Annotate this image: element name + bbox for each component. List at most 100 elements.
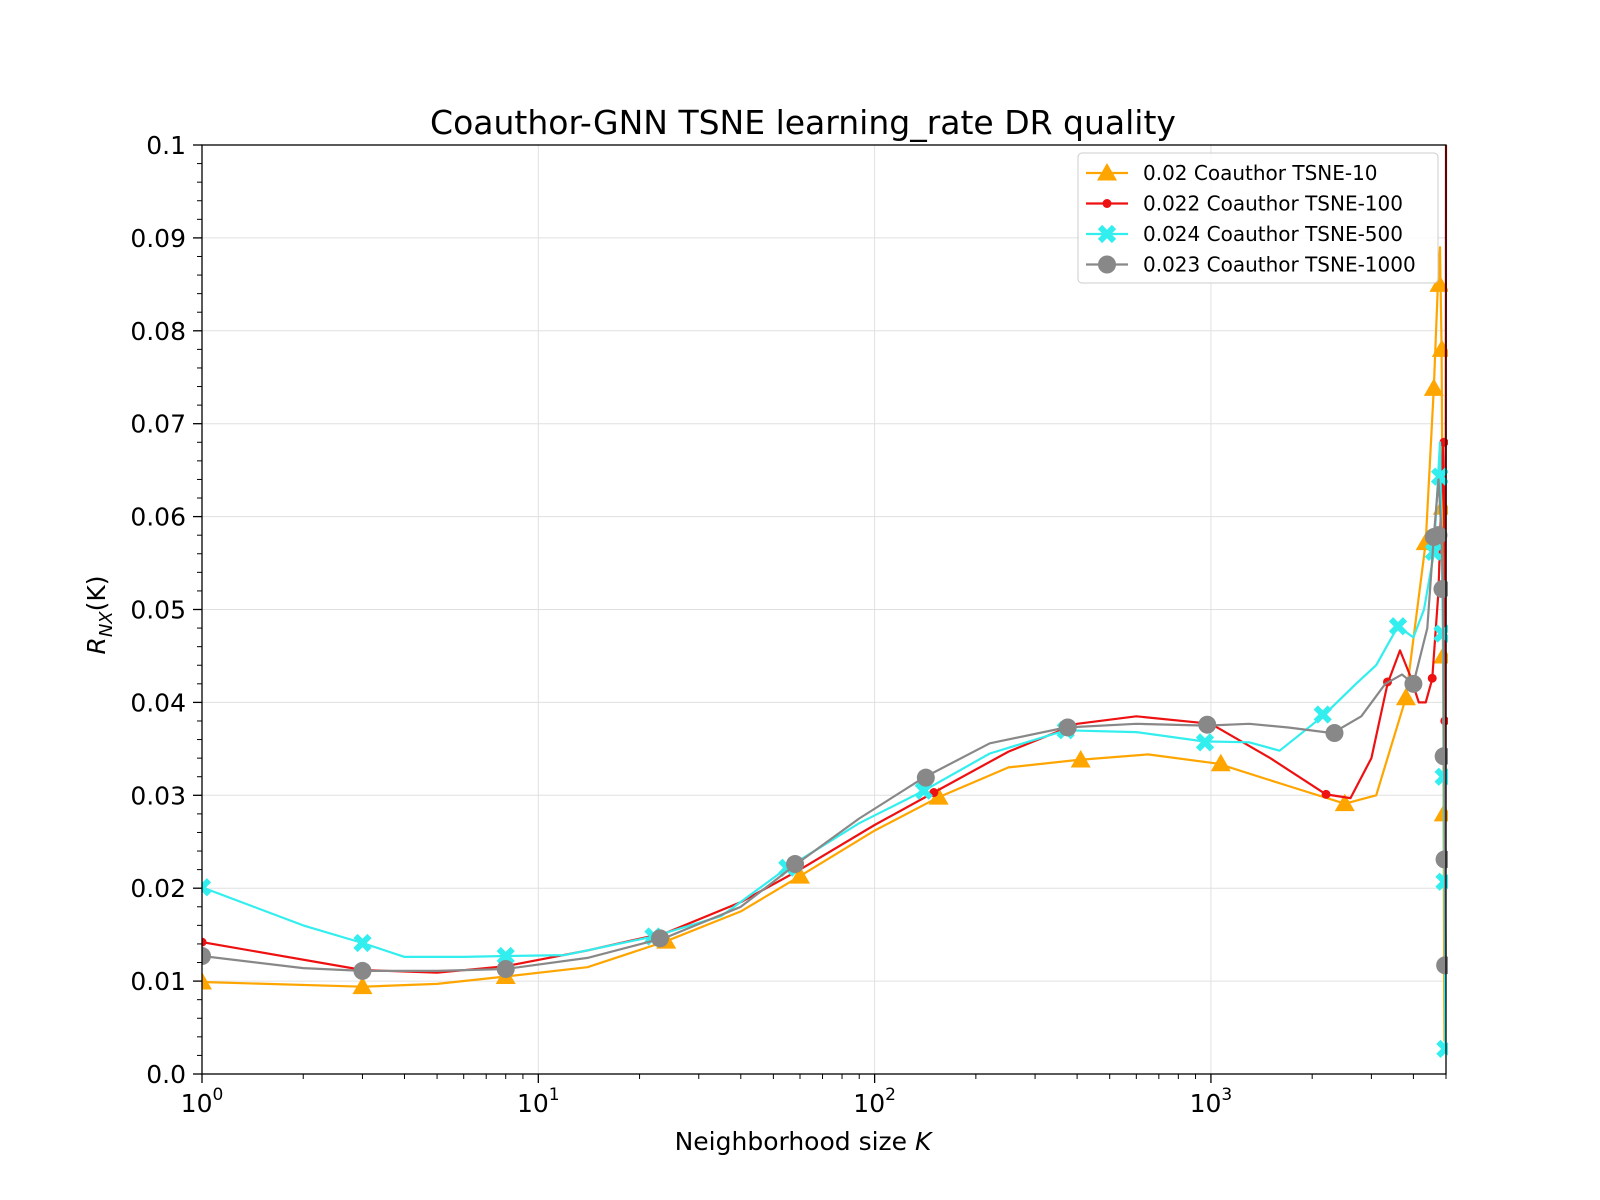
plot-frame <box>201 144 1447 1075</box>
legend-box <box>1077 152 1439 284</box>
series-marker <box>1434 747 1448 766</box>
y-axis-label-base: R <box>82 637 111 654</box>
series-marker <box>928 787 949 805</box>
x-tick-base: 10 <box>1190 1089 1222 1118</box>
series-marker <box>1429 526 1448 545</box>
series-marker <box>202 947 211 966</box>
series-3 <box>202 478 1448 980</box>
series-marker <box>352 976 373 995</box>
x-marker-stroke <box>1430 467 1448 486</box>
legend-marker <box>1098 255 1116 274</box>
y-tick-label: 0.03 <box>130 781 186 810</box>
series-marker <box>496 960 515 979</box>
series-line <box>202 246 1446 1042</box>
y-tick-label: 0.07 <box>130 410 186 439</box>
x-marker-stroke <box>1313 705 1332 724</box>
series-marker <box>1431 339 1448 357</box>
series-marker <box>916 768 935 787</box>
legend-item-0: 0.02 Coauthor TSNE-10 <box>1086 161 1378 185</box>
series-marker <box>202 972 212 990</box>
axes-layer: 0.0 0.01 0.02 0.03 0.04 0.05 0.06 0.07 0.08 0.09 0… <box>130 131 1447 1118</box>
x-tick-base: 10 <box>517 1089 549 1118</box>
legend: 0.02 Coauthor TSNE-10 0.022 Coauthor TSNE… <box>1077 152 1439 284</box>
legend-item-3: 0.023 Coauthor TSNE-1000 <box>1086 253 1416 277</box>
y-tick-label: 0.1 <box>146 131 186 160</box>
series-marker <box>1321 789 1331 799</box>
x-tick-label: 103 <box>1190 1085 1233 1118</box>
series-marker <box>1395 687 1416 706</box>
x-axis-label-var: K <box>915 1127 934 1156</box>
legend-item-1: 0.022 Coauthor TSNE-100 <box>1086 192 1403 216</box>
x-marker-stroke <box>1388 617 1408 636</box>
series-marker <box>786 855 805 874</box>
series-marker <box>1058 718 1077 737</box>
series-line <box>202 478 1447 973</box>
x-marker-stroke <box>496 946 515 966</box>
series-marker <box>353 933 372 953</box>
y-tick-label: 0.04 <box>130 688 186 717</box>
series-marker <box>1195 733 1215 752</box>
y-axis-label: RNX(K) <box>82 575 117 654</box>
series-2 <box>202 441 1448 1059</box>
y-tick-label: 0.02 <box>130 874 186 903</box>
series-marker <box>1388 617 1408 636</box>
series-marker <box>1210 753 1231 772</box>
series-marker <box>1198 715 1217 734</box>
x-tick-base: 10 <box>181 1089 213 1118</box>
series-marker <box>1427 673 1437 683</box>
series-line <box>202 441 1447 1049</box>
legend-label: 0.022 Coauthor TSNE-100 <box>1143 192 1403 216</box>
series-0 <box>202 246 1448 1042</box>
x-tick-label: 102 <box>853 1085 896 1118</box>
y-tick-label: 0.08 <box>130 317 186 346</box>
x-marker-stroke <box>353 933 372 953</box>
x-axis-label: Neighborhood size K <box>675 1127 934 1156</box>
x-tick-exponent: 2 <box>885 1085 896 1105</box>
y-tick-label: 0.01 <box>130 967 186 996</box>
x-marker-stroke <box>202 883 212 897</box>
legend-item-2: 0.024 Coauthor TSNE-500 <box>1086 222 1403 246</box>
x-tick-label: 100 <box>181 1085 224 1118</box>
x-marker-stroke <box>202 878 212 892</box>
series-marker <box>1423 378 1444 396</box>
grid-layer <box>201 144 1446 1075</box>
series-layer <box>202 144 1448 1059</box>
series-marker <box>1313 705 1332 724</box>
series-marker <box>1070 749 1091 768</box>
x-tick-base: 10 <box>853 1089 885 1118</box>
y-axis-label-arg: (K) <box>82 575 111 611</box>
x-axis-label-text: Neighborhood size <box>675 1127 907 1156</box>
series-marker <box>1430 467 1448 486</box>
series-marker <box>1334 793 1355 812</box>
series-marker <box>790 866 811 884</box>
legend-marker <box>1102 199 1112 208</box>
y-tick-label: 0.09 <box>130 224 186 253</box>
x-tick-exponent: 0 <box>212 1085 223 1105</box>
series-marker <box>1429 274 1448 292</box>
legend-label: 0.02 Coauthor TSNE-10 <box>1143 161 1378 185</box>
x-tick-exponent: 3 <box>1221 1085 1232 1105</box>
y-tick-label: 0.06 <box>130 503 186 532</box>
x-marker-stroke <box>1097 224 1117 244</box>
series-marker <box>1404 674 1423 693</box>
series-marker <box>1325 724 1344 743</box>
series-marker <box>650 929 669 948</box>
legend-marker <box>1097 224 1117 244</box>
series-marker <box>202 937 207 947</box>
series-marker <box>1436 956 1448 975</box>
series-marker <box>1433 580 1448 599</box>
series-marker <box>496 946 515 966</box>
x-marker-stroke <box>1195 733 1215 752</box>
series-marker <box>1435 850 1448 869</box>
chart-title: Coauthor-GNN TSNE learning_rate DR quali… <box>430 103 1176 142</box>
series-marker <box>202 878 212 897</box>
x-tick-exponent: 1 <box>549 1085 560 1105</box>
legend-label: 0.023 Coauthor TSNE-1000 <box>1143 253 1416 277</box>
y-tick-label: 0.05 <box>130 596 186 625</box>
series-marker <box>353 961 372 980</box>
legend-marker <box>1097 163 1117 181</box>
legend-label: 0.024 Coauthor TSNE-500 <box>1143 222 1403 246</box>
x-tick-label: 101 <box>517 1085 560 1118</box>
